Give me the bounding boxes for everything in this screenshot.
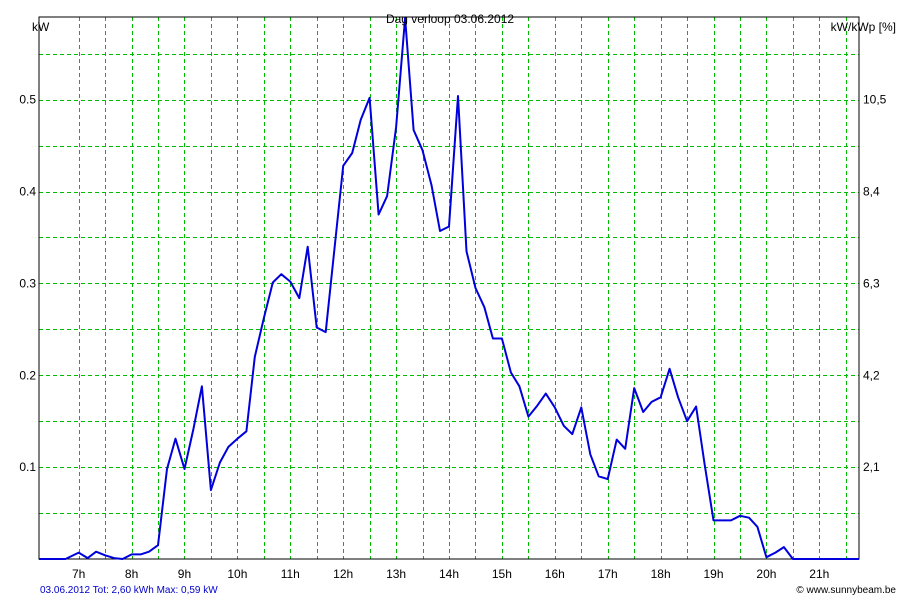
grid — [39, 17, 859, 559]
y-right-tick-label: 10,5 — [863, 93, 887, 107]
x-tick-label: 19h — [704, 567, 724, 581]
series-line-group — [39, 16, 859, 560]
plot-frame — [38, 16, 860, 560]
x-tick-label: 14h — [439, 567, 459, 581]
x-tick-label: 21h — [809, 567, 829, 581]
x-tick-label: 18h — [651, 567, 671, 581]
y-left-tick-label: 0.2 — [19, 368, 36, 382]
x-tick-label: 20h — [756, 567, 776, 581]
y-axis-right-label: kW/kWp [%] — [831, 20, 896, 34]
y-right-tick-label: 6,3 — [863, 276, 880, 290]
tick-labels: 7h 8h 9h 10h 11h 12h 13h 14h 15h 16h 17h 18h 19h 20h 2… — [19, 93, 886, 581]
x-tick-label: 12h — [333, 567, 353, 581]
x-tick-label: 10h — [227, 567, 247, 581]
y-right-tick-label: 2,1 — [863, 460, 880, 474]
series-line — [39, 16, 859, 560]
x-tick-label: 17h — [598, 567, 618, 581]
y-left-tick-label: 0.3 — [19, 276, 36, 290]
y-left-tick-label: 0.4 — [19, 185, 36, 199]
x-tick-label: 7h — [72, 567, 85, 581]
y-left-tick-label: 0.1 — [19, 460, 36, 474]
y-left-tick-label: 0.5 — [19, 93, 36, 107]
x-tick-label: 15h — [492, 567, 512, 581]
y-right-tick-label: 4,2 — [863, 368, 880, 382]
x-tick-label: 16h — [545, 567, 565, 581]
y-axis-left-label: kW — [32, 20, 50, 34]
y-right-tick-label: 8,4 — [863, 185, 880, 199]
footer-summary: 03.06.2012 Tot: 2,60 kWh Max: 0,59 kW — [40, 585, 218, 596]
footer-credit: © www.sunnybeam.be — [796, 585, 896, 596]
x-tick-label: 11h — [281, 567, 300, 581]
x-tick-label: 13h — [386, 567, 406, 581]
x-tick-label: 9h — [178, 567, 191, 581]
x-tick-label: 8h — [125, 567, 138, 581]
chart-title: Dag verloop 03.06.2012 — [386, 12, 514, 26]
